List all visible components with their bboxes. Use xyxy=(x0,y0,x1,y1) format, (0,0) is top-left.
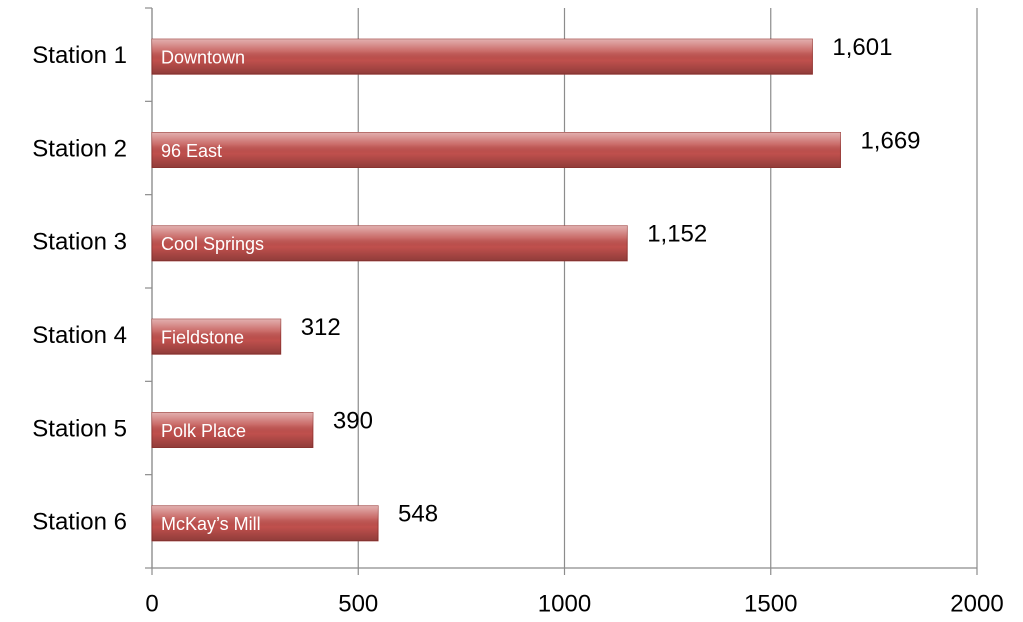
bar-inner-label: Downtown xyxy=(161,47,245,67)
y-tick-label: Station 4 xyxy=(32,322,127,349)
bar xyxy=(151,38,813,75)
value-label: 390 xyxy=(333,407,373,434)
value-label: 312 xyxy=(301,314,341,341)
x-tick-label: 2000 xyxy=(950,590,1003,617)
bar-inner-label: 96 East xyxy=(161,141,222,161)
y-tick-label: Station 3 xyxy=(32,229,127,256)
x-tick-label: 1000 xyxy=(538,590,591,617)
bar-inner-label: Fieldstone xyxy=(161,327,244,347)
bar xyxy=(151,132,841,168)
value-label: 548 xyxy=(398,501,438,528)
x-tick-label: 500 xyxy=(338,590,378,617)
value-label: 1,669 xyxy=(860,127,920,154)
value-label: 1,152 xyxy=(647,221,707,248)
bar-inner-label: Cool Springs xyxy=(161,234,264,254)
bar-inner-label: McKay’s Mill xyxy=(161,514,261,534)
bar-inner-label: Polk Place xyxy=(161,421,246,441)
x-tick-label: 1500 xyxy=(744,590,797,617)
y-tick-label: Station 1 xyxy=(32,42,127,69)
y-tick-label: Station 5 xyxy=(32,415,127,442)
x-tick-label: 0 xyxy=(145,590,158,617)
y-tick-label: Station 6 xyxy=(32,509,127,536)
value-label: 1,601 xyxy=(832,34,892,61)
y-tick-label: Station 2 xyxy=(32,135,127,162)
